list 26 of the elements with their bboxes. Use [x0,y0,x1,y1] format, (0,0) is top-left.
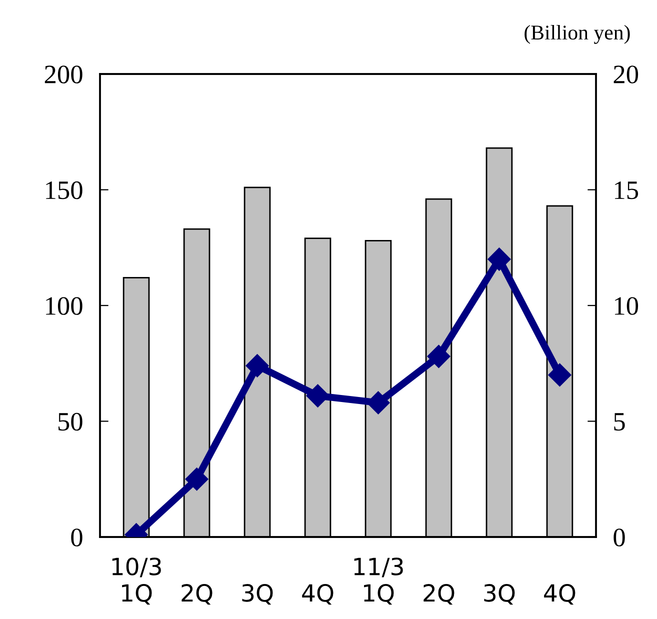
point [306,384,330,408]
x-tick-label: 2Q [424,584,454,605]
x-tick-label: 4Q [302,584,334,605]
y2-tick-label: 20 [614,66,638,84]
x-tick-label: 3Q [242,584,273,605]
y2-tick-label: 15 [614,181,638,200]
y-tick-label: 200 [44,66,82,84]
point [548,363,572,386]
y2-tick-label: 10 [614,297,638,315]
y2-axis-title: (Billion yen) [524,24,630,44]
y-tick-label: 0 [71,528,82,546]
x-tick-label: 11/3 1Q [354,558,403,605]
y-tick-label: 100 [46,297,82,315]
y-tick-label: 50 [58,412,82,431]
x-tick-label: 3Q [484,584,515,605]
point [427,344,450,368]
y2-tick-label: 5 [614,413,625,431]
y-tick-label: 150 [46,181,82,200]
point [185,468,208,491]
x-tick-label: 4Q [544,584,576,605]
y2-tick-label: 0 [614,528,625,546]
point [366,391,390,414]
x-tick-label: 10/3 1Q [112,558,161,605]
x-tick-label: 2Q [182,584,212,605]
point [488,248,511,271]
point [246,354,269,378]
